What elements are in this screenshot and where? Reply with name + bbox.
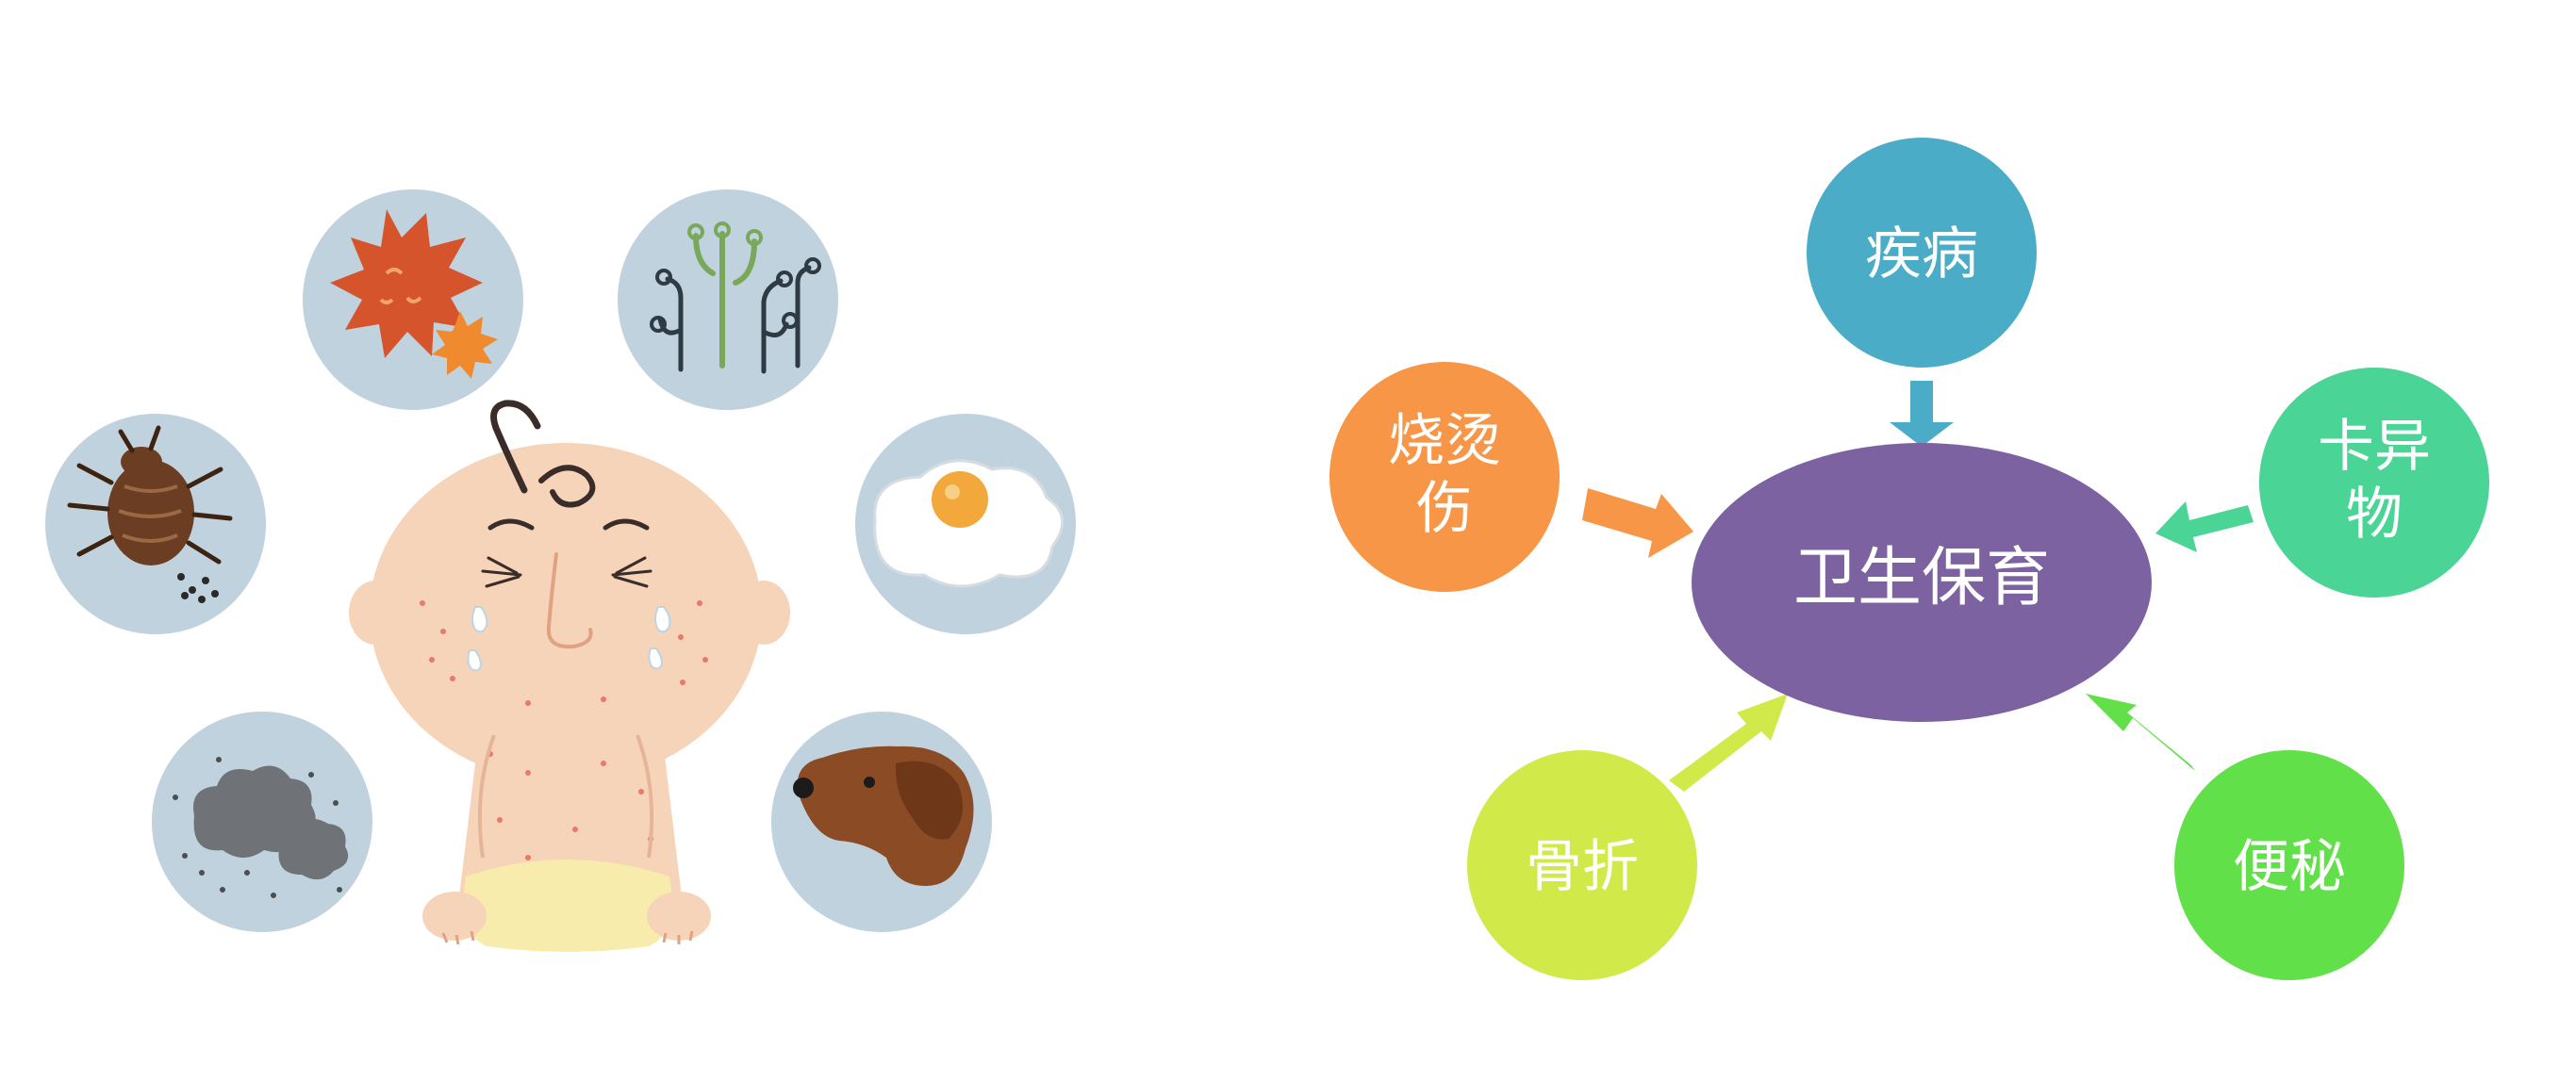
node-disease-label: 疾病 [1865, 221, 1978, 287]
arrow-fracture [1669, 694, 1788, 792]
pollen-icon [618, 189, 838, 410]
node-fracture-label: 骨折 [1526, 834, 1639, 900]
dust-mite-icon [45, 414, 266, 634]
node-burn: 烧烫 伤 [1329, 362, 1560, 592]
node-burn-label-line1: 烧烫 [1388, 408, 1501, 474]
node-foreign-body: 卡异 物 [2259, 368, 2489, 598]
egg-icon [855, 414, 1076, 634]
dust-cloud-icon [152, 712, 372, 932]
arrow-foreign-body [2155, 501, 2254, 552]
node-disease: 疾病 [1807, 138, 2037, 368]
center-node-label: 卫生保育 [1793, 541, 2050, 615]
node-constipation: 便秘 [2174, 750, 2404, 980]
node-fracture: 骨折 [1467, 750, 1697, 980]
node-foreign-body-label-line2: 物 [2346, 482, 2403, 548]
arrows [1582, 381, 2254, 792]
crying-baby [349, 400, 790, 952]
virus-icon [303, 189, 523, 410]
arrow-disease [1890, 381, 1954, 447]
center-node: 卫生保育 [1692, 443, 2152, 722]
node-foreign-body-label-line1: 卡异 [2318, 414, 2431, 480]
arrow-constipation [2086, 694, 2195, 771]
hygiene-care-diagram: 卫生保育 疾病 烧烫 伤 卡异 物 骨折 便秘 [1329, 138, 2489, 980]
baby-allergy-illustration [45, 189, 1076, 952]
node-constipation-label: 便秘 [2233, 834, 2346, 900]
dog-icon [771, 712, 992, 932]
node-burn-label-line2: 伤 [1416, 476, 1473, 542]
arrow-burn [1582, 488, 1693, 558]
